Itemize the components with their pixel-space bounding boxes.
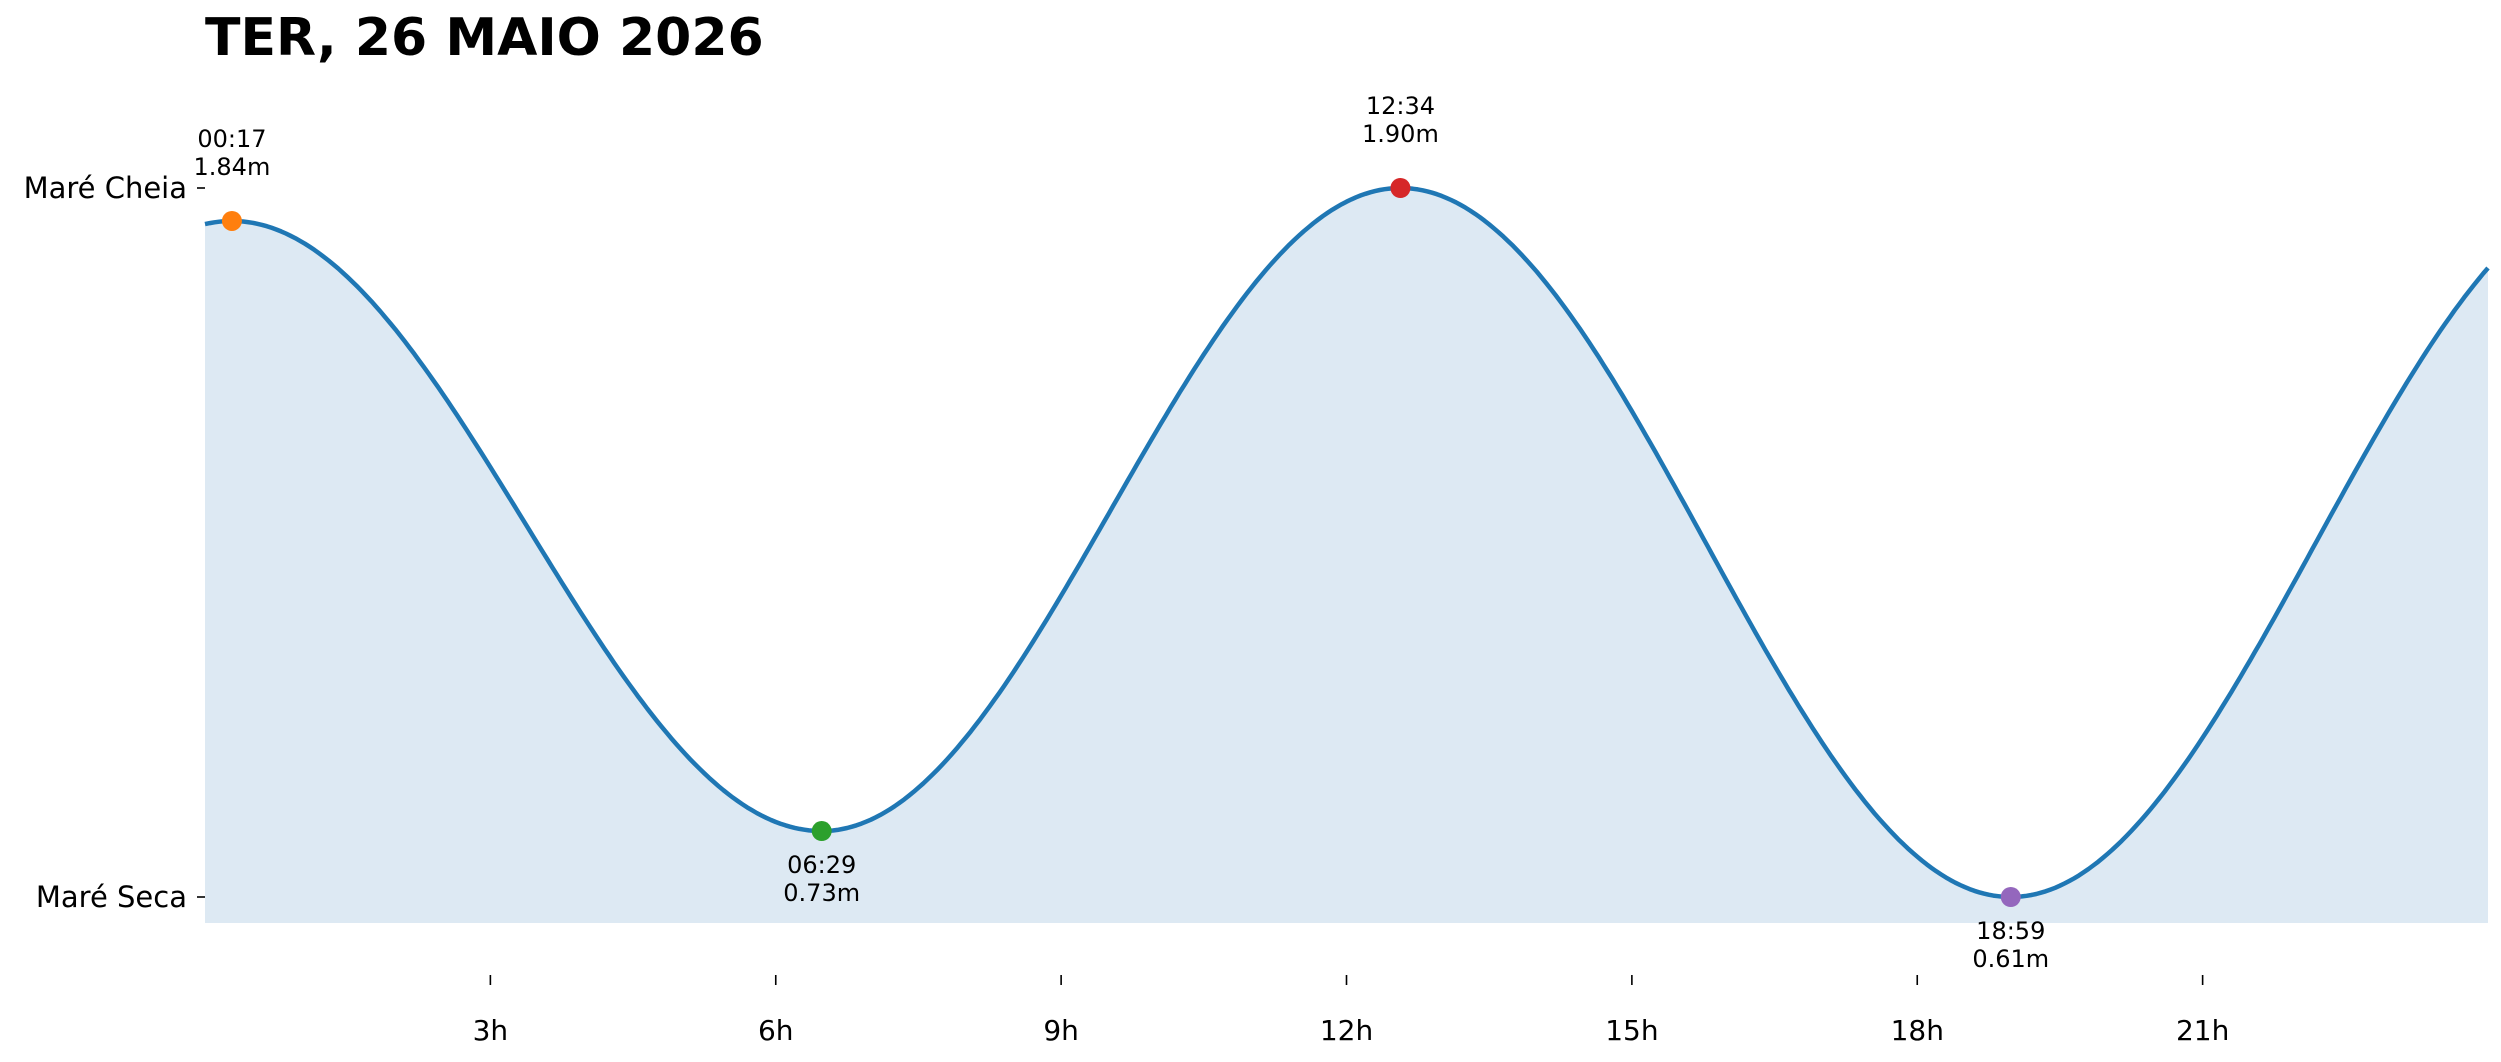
extreme-height-label: 0.61m xyxy=(1972,945,2049,973)
tide-extreme-markers: 00:171.84m 06:290.73m 12:341.90m 18:590.61m xyxy=(194,92,2050,973)
x-tick-label: 18h xyxy=(1891,1014,1944,1047)
extreme-time-label: 18:59 xyxy=(1976,917,2045,945)
extreme-time-label: 06:29 xyxy=(787,851,856,879)
low-tide-marker xyxy=(811,821,832,842)
extreme-height-label: 0.73m xyxy=(783,879,860,907)
high-tide-marker xyxy=(221,210,242,231)
high-tide-marker xyxy=(1390,178,1411,198)
chart-title: TER, 26 MAIO 2026 xyxy=(205,8,764,68)
x-tick-label: 21h xyxy=(2176,1014,2229,1047)
low-tide-marker xyxy=(2000,887,2021,907)
y-tick-label: Maré Cheia xyxy=(24,171,187,205)
x-tick-label: 15h xyxy=(1605,1014,1658,1047)
x-axis: 3h 6h 9h 12h 15h 18h 21h xyxy=(473,975,2229,1047)
x-tick-label: 6h xyxy=(758,1014,794,1047)
extreme-height-label: 1.84m xyxy=(194,153,271,181)
x-tick-label: 3h xyxy=(473,1014,509,1047)
extreme-time-label: 12:34 xyxy=(1366,92,1435,120)
extreme-height-label: 1.90m xyxy=(1362,120,1439,148)
tide-curve-line xyxy=(204,185,2490,900)
x-tick-label: 9h xyxy=(1043,1014,1079,1047)
extreme-time-label: 00:17 xyxy=(197,125,266,153)
x-tick-label: 12h xyxy=(1320,1014,1373,1047)
y-axis: Maré Cheia Maré Seca xyxy=(24,171,205,914)
tide-area-fill xyxy=(205,188,2488,923)
y-tick-label: Maré Seca xyxy=(36,880,187,914)
